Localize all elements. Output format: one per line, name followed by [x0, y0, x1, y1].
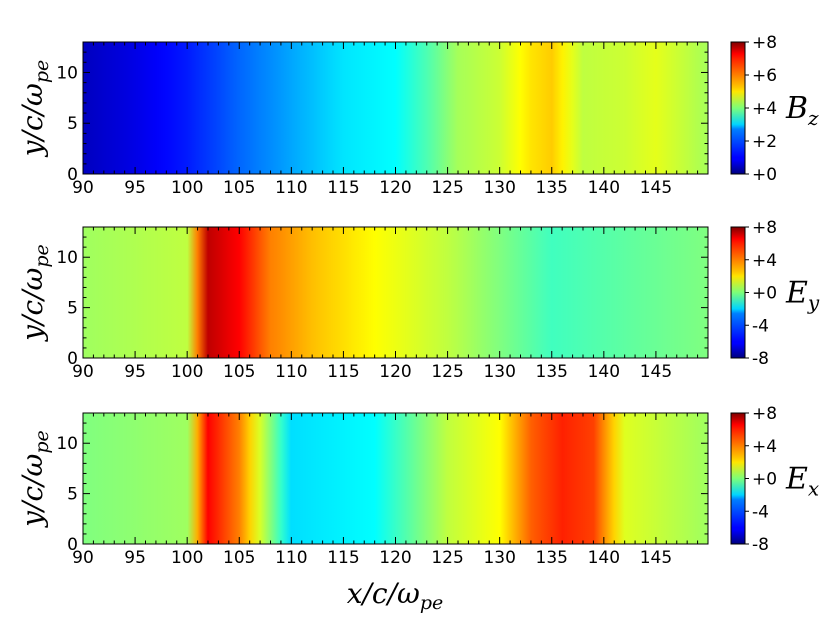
- colorbar-ticks-ey: +8 +4 +0 -4 -8: [745, 218, 777, 369]
- x-tick-label: 110: [275, 548, 307, 568]
- colorbar-tick-label: -4: [752, 316, 769, 336]
- x-axis-label: x/c/ωpe: [347, 577, 444, 614]
- x-tick-label: 120: [379, 548, 411, 568]
- y-tick-label: 5: [67, 114, 78, 134]
- y-ticks-ey: 0 5 10: [56, 226, 708, 369]
- x-tick-label: 100: [171, 362, 203, 382]
- x-tick-label: 110: [275, 362, 307, 382]
- x-tick-label: 130: [483, 548, 515, 568]
- x-tick-label: 135: [536, 178, 568, 198]
- x-tick-label: 95: [124, 362, 146, 382]
- colorbar-tick-label: +6: [752, 66, 777, 86]
- x-ticks-bz: 90 95 100 105 110 115 120 125 130 135 140 145: [72, 42, 709, 198]
- colorbar-ey: [730, 226, 746, 359]
- colorbar-ticks-ex: +8 +4 +0 -4 -8: [745, 404, 777, 555]
- colorbar-tick-label: +4: [752, 437, 777, 457]
- colorbar-tick-label: +8: [752, 33, 777, 53]
- x-tick-label: 90: [72, 178, 94, 198]
- y-tick-label: 10: [56, 434, 78, 454]
- x-tick-label: 110: [275, 178, 307, 198]
- colorbar-tick-label: +4: [752, 251, 777, 271]
- colorbar-tick-label: +8: [752, 404, 777, 424]
- panel-ey: 90 95 100 105 110 115 120 125 130 135 140 145 0510 …: [16, 218, 820, 382]
- x-ticks-ex: 90 95 100 105 110 115 120 125 130 135 140 145: [72, 413, 709, 568]
- colorbar-tick-label: +2: [752, 132, 777, 152]
- x-tick-label: 90: [72, 362, 94, 382]
- x-tick-label: 95: [124, 548, 146, 568]
- y-axis-label-bz: y/c/ωpe: [16, 60, 53, 159]
- colorbar-ex: [730, 412, 746, 545]
- panel-bz: 90 95 100 105 110 115 120 125 130 135 140 145 0510 …: [16, 33, 819, 198]
- x-tick-label: 125: [431, 548, 463, 568]
- x-tick-label: 135: [536, 362, 568, 382]
- x-tick-label: 115: [327, 548, 359, 568]
- heatmap-bz: [83, 42, 708, 174]
- y-ticks-ex: 0 5 10: [56, 412, 708, 555]
- x-tick-label: 100: [171, 548, 203, 568]
- x-tick-label: 140: [588, 362, 620, 382]
- y-tick-label: 0: [67, 535, 78, 555]
- x-tick-label: 120: [379, 178, 411, 198]
- colorbar-tick-label: +0: [752, 284, 777, 304]
- y-tick-label: 10: [56, 248, 78, 268]
- colorbar-tick-label: +8: [752, 218, 777, 238]
- x-tick-label: 115: [327, 178, 359, 198]
- x-tick-label: 140: [588, 178, 620, 198]
- colorbar-ticks-bz: +0 +2 +4 +6 +8: [745, 33, 777, 185]
- x-tick-label: 105: [223, 362, 255, 382]
- colorbar-tick-label: -8: [752, 349, 769, 369]
- colorbar-label-ex: Ex: [785, 462, 819, 501]
- x-tick-label: 95: [124, 178, 146, 198]
- x-tick-label: 125: [431, 178, 463, 198]
- y-axis-label-ey: y/c/ωpe: [16, 244, 53, 343]
- x-ticks-ey: 90 95 100 105 110 115 120 125 130 135 140 145: [72, 227, 709, 382]
- heatmap-ey: [83, 227, 708, 358]
- colorbar-tick-label: -8: [752, 535, 769, 555]
- colorbar-tick-label: -4: [752, 502, 769, 522]
- x-tick-label: 145: [640, 178, 672, 198]
- panel-ex: 90 95 100 105 110 115 120 125 130 135 140 145 0510 …: [16, 404, 819, 568]
- x-tick-label: 120: [379, 362, 411, 382]
- y-axis-label-ex: y/c/ωpe: [16, 430, 53, 529]
- x-tick-label: 135: [536, 548, 568, 568]
- x-tick-label: 100: [171, 178, 203, 198]
- x-tick-label: 130: [483, 362, 515, 382]
- x-tick-label: 130: [483, 178, 515, 198]
- colorbar-label-ey: Ey: [785, 276, 820, 315]
- x-tick-label: 140: [588, 548, 620, 568]
- x-tick-label: 90: [72, 548, 94, 568]
- x-tick-label: 145: [640, 548, 672, 568]
- heatmap-ex: [83, 413, 708, 544]
- x-tick-label: 125: [431, 362, 463, 382]
- x-tick-label: 115: [327, 362, 359, 382]
- colorbar-tick-label: +0: [752, 470, 777, 490]
- x-tick-label: 105: [223, 548, 255, 568]
- y-ticks-bz: 0 5 10: [56, 41, 708, 185]
- y-tick-label: 0: [67, 165, 78, 185]
- y-tick-label: 5: [67, 299, 78, 319]
- y-tick-label: 10: [56, 63, 78, 83]
- y-tick-label: 0: [67, 349, 78, 369]
- colorbar-tick-label: +0: [752, 165, 777, 185]
- colorbar-label-bz: Bz: [785, 91, 819, 130]
- x-tick-label: 105: [223, 178, 255, 198]
- x-tick-label: 145: [640, 362, 672, 382]
- colorbar-tick-label: +4: [752, 99, 777, 119]
- colorbar-bz: [730, 41, 746, 175]
- y-tick-label: 5: [67, 485, 78, 505]
